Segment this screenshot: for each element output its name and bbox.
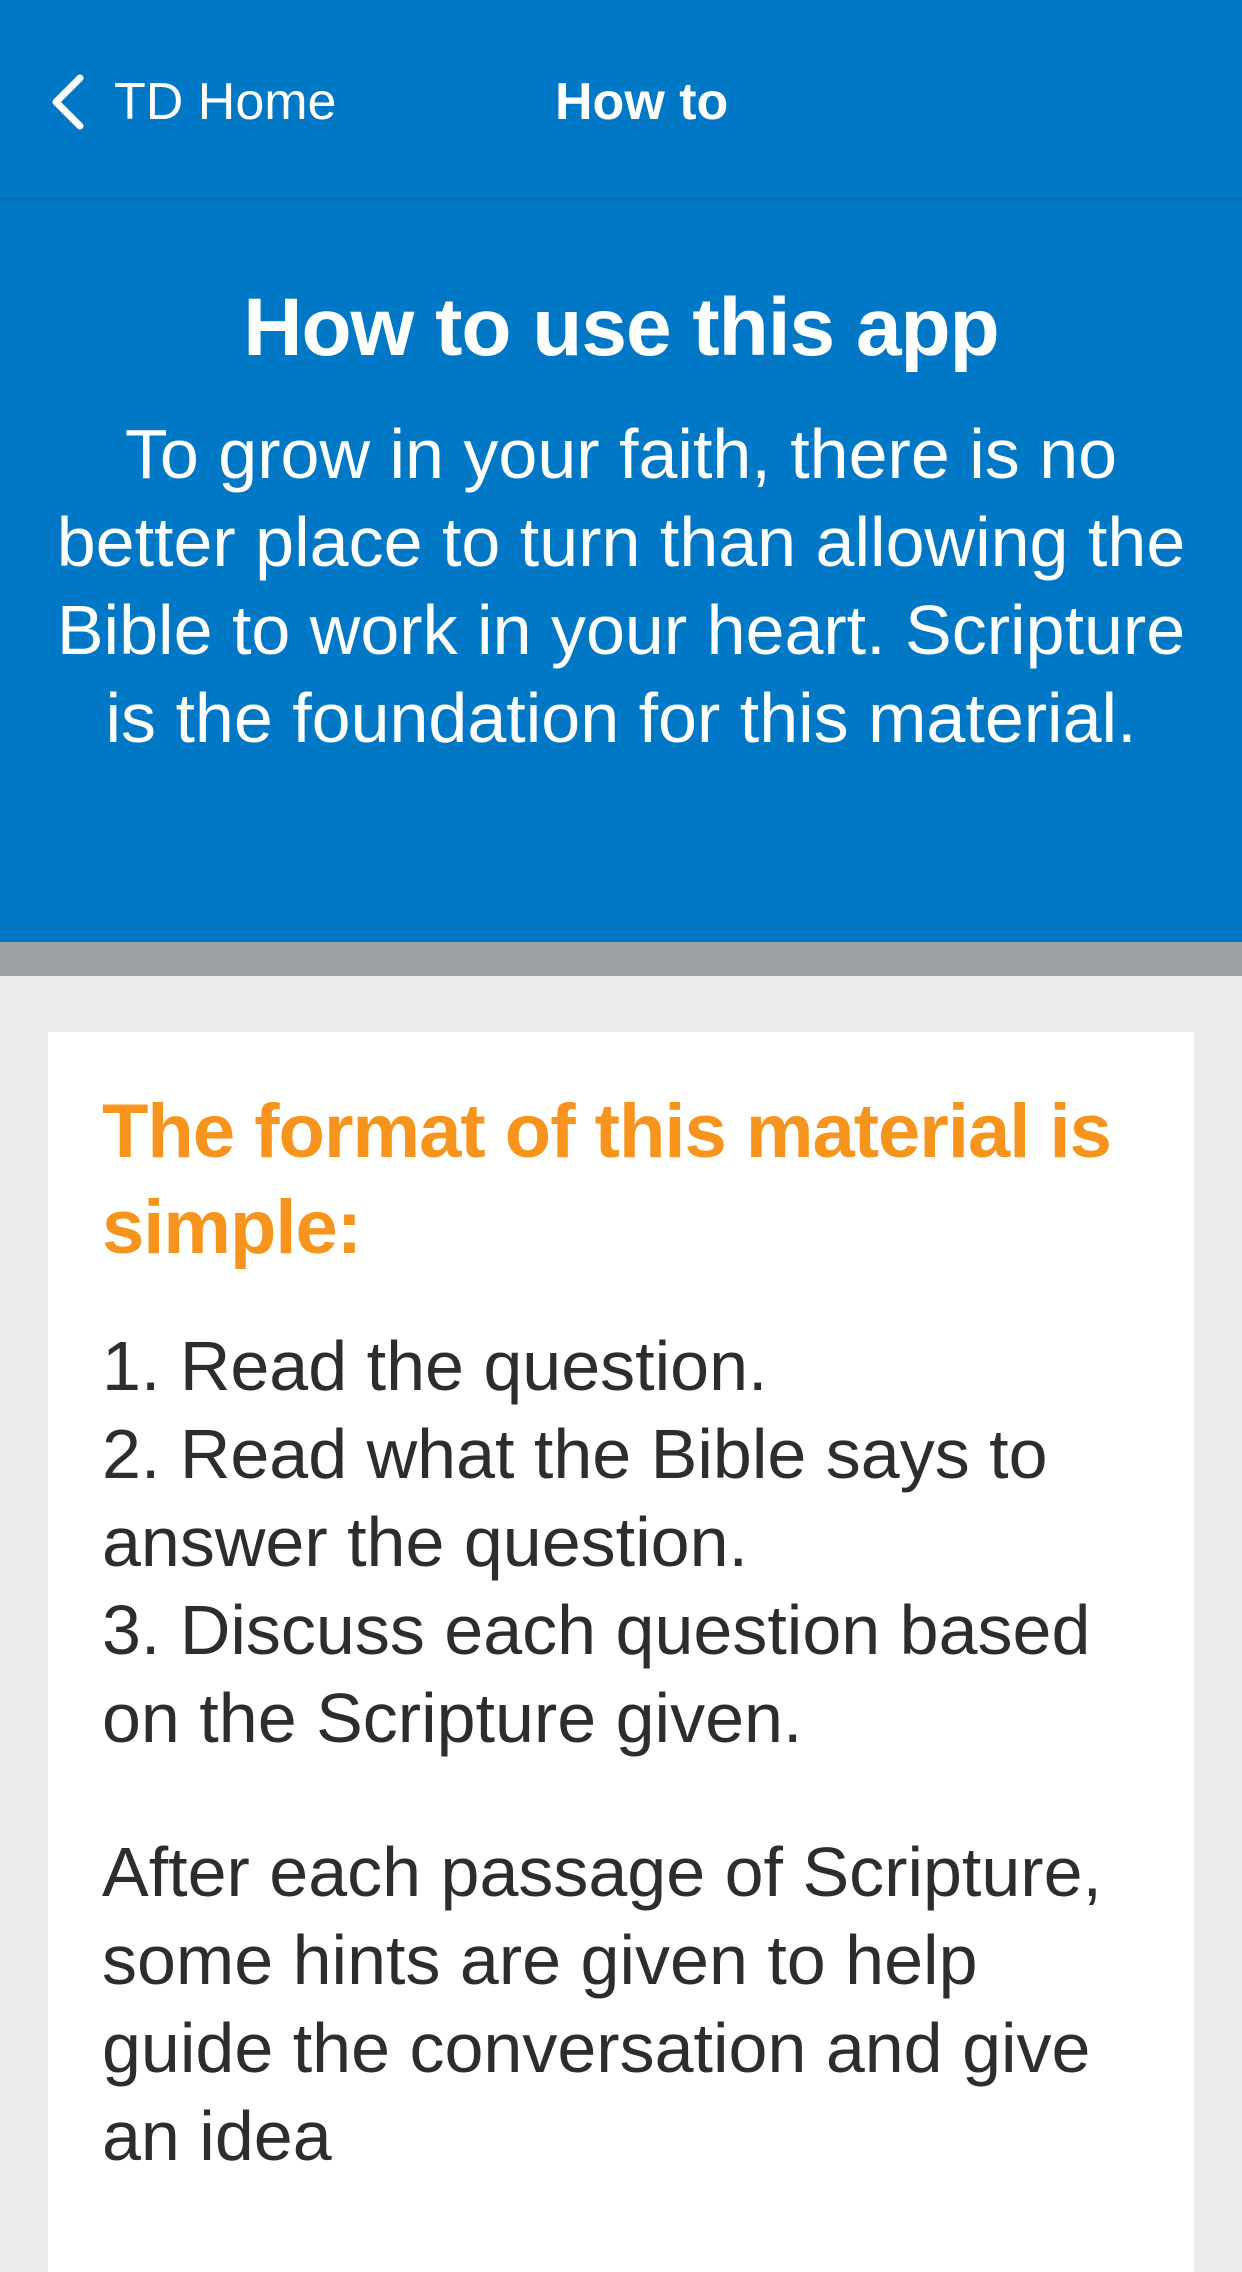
chevron-left-icon [48, 72, 88, 132]
navigation-bar: TD Home How to [0, 0, 1242, 200]
section-divider [0, 942, 1242, 976]
step-item: 3. Discuss each question based on the Sc… [102, 1591, 1091, 1757]
card-paragraph: After each passage of Scripture, some hi… [102, 1833, 1102, 2175]
steps-list: 1. Read the question. 2. Read what the B… [102, 1322, 1140, 1762]
nav-title: How to [555, 73, 729, 131]
back-button-label: TD Home [114, 73, 337, 131]
back-button[interactable]: TD Home [48, 62, 336, 142]
content-card: The format of this material is simple: 1… [48, 1032, 1194, 2272]
step-item: 2. Read what the Bible says to answer th… [102, 1415, 1048, 1581]
card-heading: The format of this material is simple: [102, 1089, 1112, 1270]
hero-section: How to use this app To grow in your fait… [0, 200, 1242, 942]
step-item: 1. Read the question. [102, 1327, 768, 1405]
page-title: How to use this app [243, 282, 999, 373]
intro-text: To grow in your faith, there is no bette… [56, 415, 1186, 757]
